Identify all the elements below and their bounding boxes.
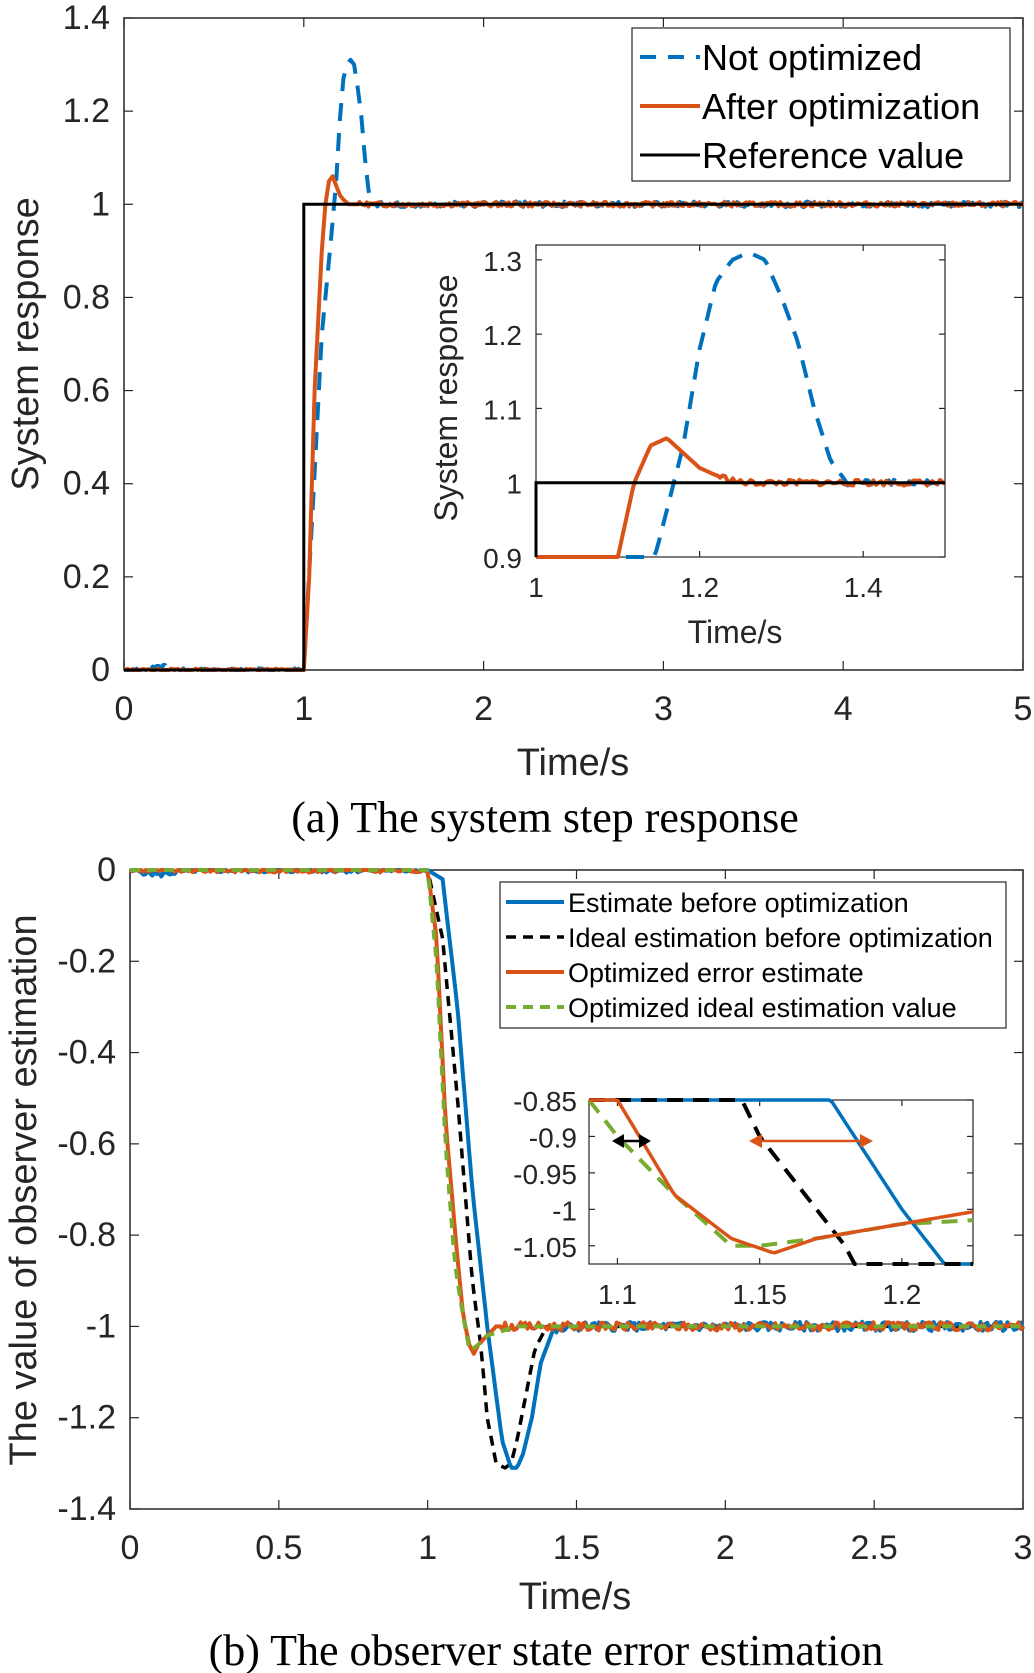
axis-ticks-b: 0 0.5 1 1.5 2 2.5 3 0 -0.2 -0.4 -0.6 -0.8 -1 -1.2 -1.4 [57, 851, 1032, 1567]
series-group-a [123, 57, 1025, 672]
ib-x-tick-label-2: 1.2 [882, 1279, 921, 1310]
legend-b: Estimate before optimization Ideal estim… [499, 881, 1007, 1029]
legend-box-b [499, 881, 1007, 1029]
ia-y-tick-label-1: 1 [506, 469, 522, 500]
ia-x-tick-label-1: 1.2 [680, 572, 719, 603]
a-x-tick-label-4: 4 [834, 690, 853, 728]
a-x-tick-label-5: 5 [1014, 690, 1033, 728]
a-x-tick-label-1: 1 [294, 690, 313, 728]
inset-series-a [534, 250, 947, 559]
legend-label-ideal-before: Ideal estimation before optimization [568, 923, 993, 953]
panel-b: 0 0.5 1 1.5 2 2.5 3 0 -0.2 -0.4 -0.6 -0.8 -1 -1.2 -1.4… [3, 851, 1032, 1673]
caption-b: (b) The observer state error estimation [209, 1626, 884, 1673]
b-y-tick-label-7: -1.4 [57, 1490, 116, 1528]
b-x-tick-label-1: 0.5 [255, 1529, 302, 1567]
b-x-tick-label-2: 1 [418, 1529, 437, 1567]
a-y-tick-label-3: 0.6 [63, 372, 110, 410]
legend-label-not-optimized: Not optimized [702, 37, 922, 78]
ib-y-tick-label-2: -0.95 [513, 1159, 577, 1190]
inset-plot-area-a [535, 244, 946, 558]
x-axis-label-a: Time/s [517, 742, 630, 784]
b-y-tick-label-4: -0.8 [57, 1216, 116, 1254]
ib-y-tick-label-4: -1.05 [513, 1232, 577, 1263]
ia-y-tick-label-2: 1.1 [483, 394, 522, 425]
legend-label-reference-value: Reference value [702, 135, 964, 176]
a-y-tick-label-6: 1.2 [63, 92, 110, 130]
x-axis-label-b: Time/s [519, 1576, 632, 1618]
a-y-tick-label-5: 1 [91, 185, 110, 223]
a-y-tick-label-2: 0.4 [63, 465, 110, 503]
ib-x-tick-label-1: 1.15 [732, 1279, 787, 1310]
inset-line-reference-value [534, 481, 945, 557]
b-x-tick-label-4: 2 [716, 1529, 735, 1567]
y-axis-label-b: The value of observer estimation [3, 914, 45, 1465]
legend-a: Not optimized After optimization Referen… [631, 27, 1011, 182]
inset-line-ideal-before [589, 1098, 973, 1266]
ib-y-tick-label-1: -0.9 [529, 1122, 577, 1153]
inset-a: 1 1.2 1.40.911.11.21.3 Time/s System respo… [428, 244, 947, 650]
ib-y-tick-label-0: -0.85 [513, 1086, 577, 1117]
axis-ticks-a: 0 1 2 3 4 5 0 0.2 0.4 0.6 0.8 1 1.2 1.4 [63, 0, 1033, 728]
b-y-tick-label-0: 0 [97, 851, 116, 889]
caption-a: (a) The system step response [291, 793, 799, 842]
series-line-optimized-ideal [130, 868, 1023, 1352]
b-y-tick-label-3: -0.6 [57, 1125, 116, 1163]
inset-arrow-black [612, 1134, 651, 1148]
a-y-tick-label-7: 1.4 [63, 0, 110, 37]
a-y-tick-label-0: 0 [91, 651, 110, 689]
inset-b: 1.1 1.15 1.2 -0.85 -0.9 -0.95 -1 -1.05 [513, 1086, 974, 1310]
ia-y-tick-label-4: 1.3 [483, 246, 522, 277]
b-x-tick-label-6: 3 [1014, 1529, 1033, 1567]
a-x-tick-label-3: 3 [654, 690, 673, 728]
series-line-optimized-error [128, 868, 1025, 1356]
inset-series-b [587, 1098, 974, 1266]
b-x-tick-label-0: 0 [121, 1529, 140, 1567]
ia-y-tick-label-0: 0.9 [483, 543, 522, 574]
legend-label-optimized-error: Optimized error estimate [568, 958, 864, 988]
b-x-tick-label-5: 2.5 [851, 1529, 898, 1567]
ia-x-tick-label-2: 1.4 [844, 572, 883, 603]
ib-x-tick-label-0: 1.1 [598, 1279, 637, 1310]
ia-x-tick-label-0: 1 [528, 572, 544, 603]
ib-y-tick-label-3: -1 [552, 1195, 577, 1226]
b-y-tick-label-5: -1 [86, 1307, 116, 1345]
inset-ticks-a: 1 1.2 1.40.911.11.21.3 [483, 245, 945, 603]
b-x-tick-label-3: 1.5 [553, 1529, 600, 1567]
inset-line-optimized-error [589, 1098, 974, 1255]
legend-label-optimized-ideal: Optimized ideal estimation value [568, 993, 957, 1023]
inset-y-label-a: System response [428, 274, 464, 521]
legend-label-after-optimization: After optimization [702, 86, 980, 127]
a-y-tick-label-4: 0.8 [63, 278, 110, 316]
inset-ticks-b: 1.1 1.15 1.2 -0.85 -0.9 -0.95 -1 -1.05 [513, 1086, 973, 1310]
series-group-b [128, 868, 1025, 1470]
inset-arrow-orange [749, 1134, 873, 1148]
inset-plot-area-b [588, 1099, 974, 1265]
y-axis-label-a: System response [5, 197, 47, 491]
ia-y-tick-label-3: 1.2 [483, 320, 522, 351]
panel-a: 0 1 2 3 4 5 0 0.2 0.4 0.6 0.8 1 1.2 1.4 Time/s System… [5, 0, 1032, 842]
legend-label-estimate-before: Estimate before optimization [568, 888, 909, 918]
b-y-tick-label-6: -1.2 [57, 1399, 116, 1437]
series-line-reference-value [124, 202, 1023, 672]
a-y-tick-label-1: 0.2 [63, 558, 110, 596]
b-y-tick-label-2: -0.4 [57, 1034, 116, 1072]
b-y-tick-label-1: -0.2 [57, 942, 116, 980]
a-x-tick-label-0: 0 [115, 690, 134, 728]
a-x-tick-label-2: 2 [474, 690, 493, 728]
inset-x-label-a: Time/s [688, 614, 783, 650]
